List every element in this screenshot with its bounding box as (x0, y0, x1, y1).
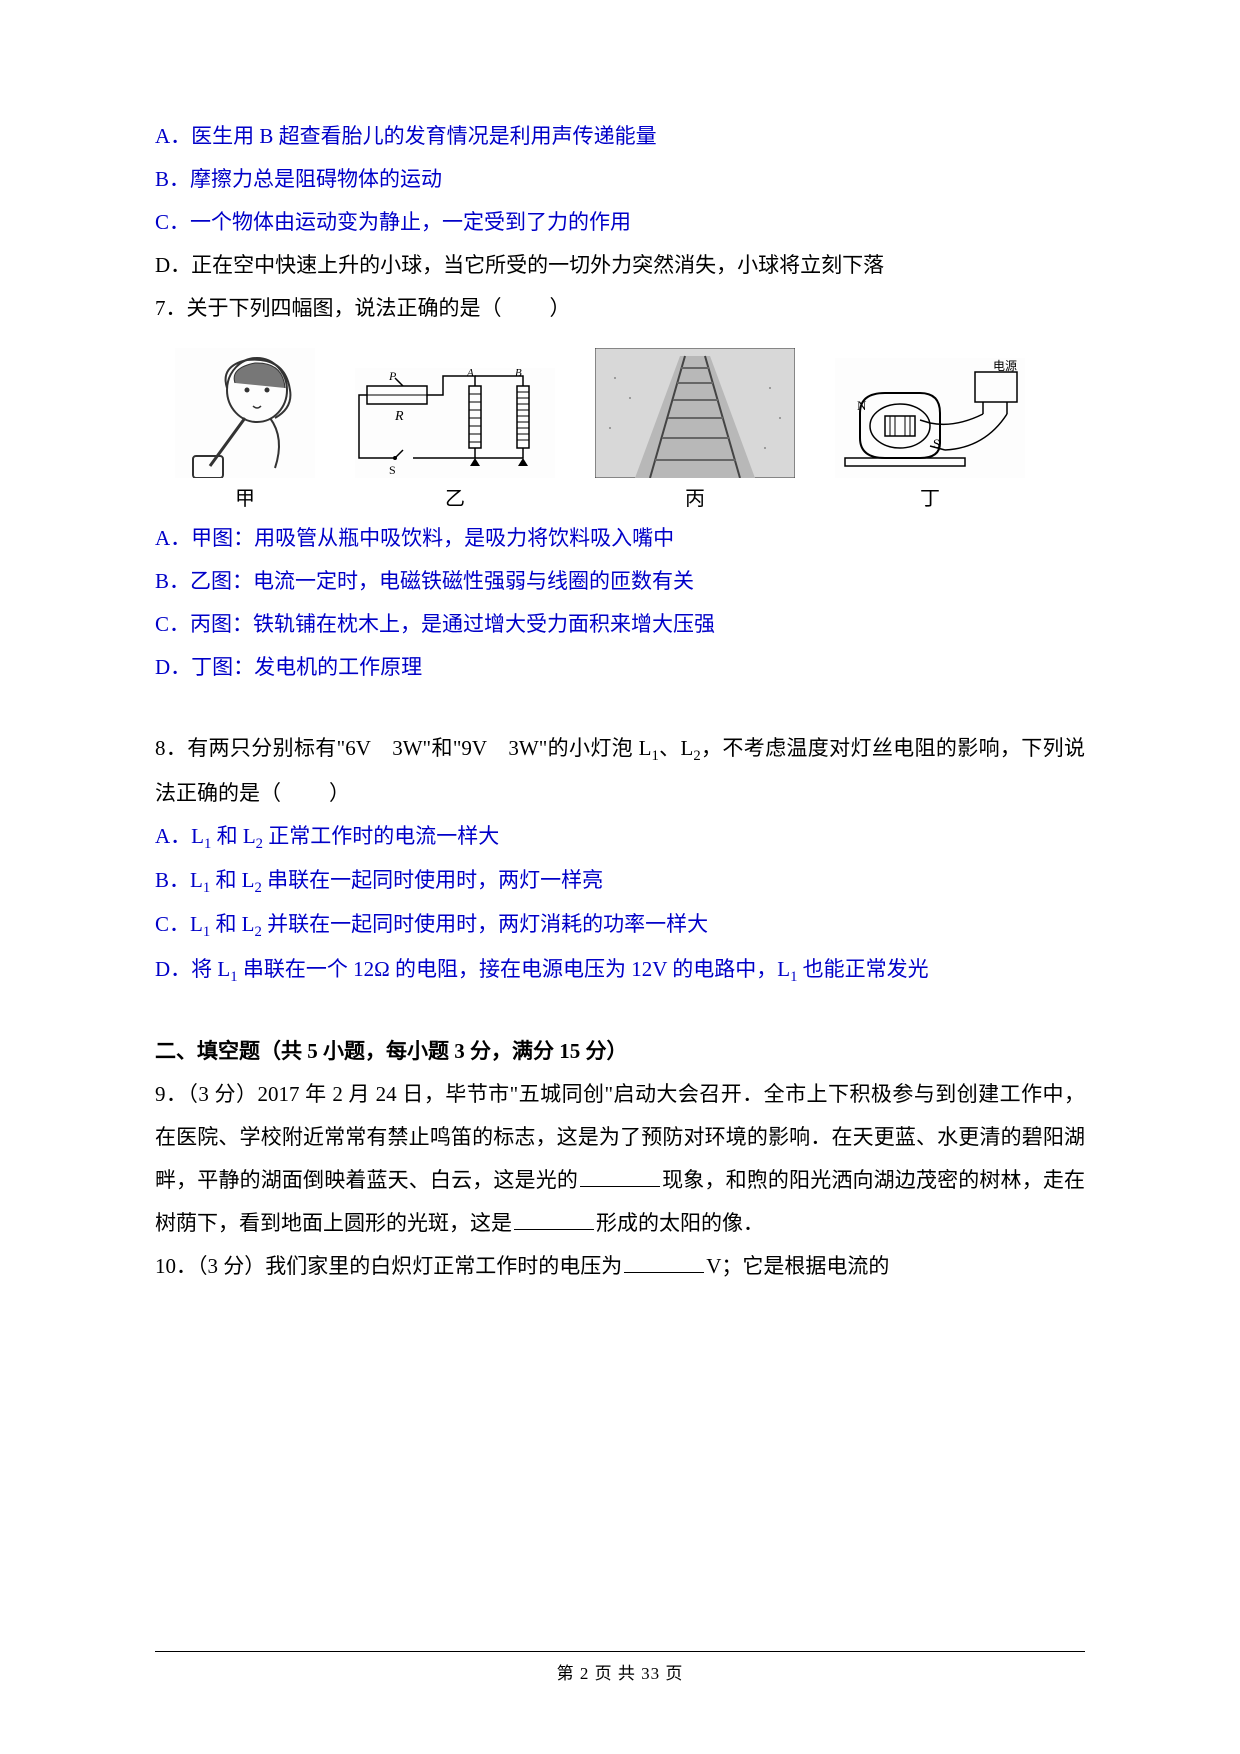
q7-figures-row: 甲 P R S A (175, 348, 1025, 511)
sub-2: 2 (693, 749, 700, 765)
figure-bing: 丙 (595, 348, 795, 511)
stem-text: 7．关于下列四幅图，说法正确的是（ (155, 296, 502, 320)
circuit-electromagnet-icon: P R S A (355, 368, 555, 478)
fill-blank (580, 1162, 660, 1187)
fill-blank (624, 1248, 704, 1273)
q9-text: 9．（3 分）2017 年 2 月 24 日，毕节市"五城同创"启动大会召开．全… (155, 1073, 1085, 1245)
figure-label: 乙 (445, 482, 465, 511)
opt-post: 也能正常发光 (797, 957, 928, 981)
figure-ding-image: 电源 N S (835, 358, 1025, 478)
q7-option-c: C．丙图：铁轨铺在枕木上，是通过增大受力面积来增大压强 (155, 603, 1085, 646)
figure-label: 甲 (235, 482, 255, 511)
opt-pre: A．L (155, 824, 204, 848)
option-text: D．丁图：发电机的工作原理 (155, 655, 422, 679)
sub-2: 2 (255, 925, 262, 941)
option-text: C．一个物体由运动变为静止，一定受到了力的作用 (155, 210, 631, 234)
svg-text:N: N (857, 398, 867, 413)
q7-stem: 7．关于下列四幅图，说法正确的是（ ） (155, 287, 1085, 330)
stem-close: ） (550, 296, 571, 320)
opt-post: 串联在一起同时使用时，两灯一样亮 (262, 868, 603, 892)
option-text: C．丙图：铁轨铺在枕木上，是通过增大受力面积来增大压强 (155, 612, 715, 636)
spacer (155, 689, 1085, 727)
q8-option-b: B．L1 和 L2 串联在一起同时使用时，两灯一样亮 (155, 859, 1085, 903)
svg-text:S: S (933, 436, 940, 451)
figure-yi-image: P R S A (355, 368, 555, 478)
q7-option-b: B．乙图：电流一定时，电磁铁磁性强弱与线圈的匝数有关 (155, 560, 1085, 603)
q6-option-c: C．一个物体由运动变为静止，一定受到了力的作用 (155, 201, 1085, 244)
opt-post: 并联在一起同时使用时，两灯消耗的功率一样大 (262, 912, 708, 936)
q10-part-1: 10．（3 分）我们家里的白炽灯正常工作时的电压为 (155, 1254, 622, 1278)
sub-1: 1 (230, 969, 237, 985)
option-text: D．正在空中快速上升的小球，当它所受的一切外力突然消失，小球将立刻下落 (155, 253, 884, 277)
q8-option-a: A．L1 和 L2 正常工作时的电流一样大 (155, 815, 1085, 859)
figure-jia-image (175, 348, 315, 478)
opt-mid: 串联在一个 12Ω 的电阻，接在电源电压为 12V 的电路中，L (238, 957, 790, 981)
q10-text: 10．（3 分）我们家里的白炽灯正常工作时的电压为 V；它是根据电流的 (155, 1245, 1085, 1288)
q7-option-d: D．丁图：发电机的工作原理 (155, 646, 1085, 689)
q6-option-b: B．摩擦力总是阻碍物体的运动 (155, 158, 1085, 201)
footer-divider (155, 1651, 1085, 1652)
q6-option-a: A．医生用 B 超查看胎儿的发育情况是利用声传递能量 (155, 115, 1085, 158)
svg-text:R: R (394, 409, 404, 424)
page-content: A．医生用 B 超查看胎儿的发育情况是利用声传递能量 B．摩擦力总是阻碍物体的运… (0, 0, 1240, 1368)
figure-yi: P R S A (355, 368, 555, 511)
q10-part-2: V；它是根据电流的 (706, 1254, 889, 1278)
opt-pre: D．将 L (155, 957, 230, 981)
option-text: A．医生用 B 超查看胎儿的发育情况是利用声传递能量 (155, 124, 657, 148)
sub-1: 1 (651, 749, 658, 765)
svg-text:B: B (515, 368, 522, 379)
opt-mid: 和 L (210, 868, 254, 892)
figure-ding: 电源 N S (835, 358, 1025, 511)
opt-mid: 和 L (211, 824, 255, 848)
q9-part-3: 形成的太阳的像． (596, 1211, 764, 1235)
stem-part-1: 8．有两只分别标有"6V 3W"和"9V 3W"的小灯泡 L (155, 736, 651, 760)
option-text: B．摩擦力总是阻碍物体的运动 (155, 167, 442, 191)
sub-2: 2 (255, 880, 262, 896)
railroad-icon (595, 348, 795, 478)
q8-option-d: D．将 L1 串联在一个 12Ω 的电阻，接在电源电压为 12V 的电路中，L1… (155, 948, 1085, 992)
svg-text:P: P (388, 369, 397, 383)
option-text: B．乙图：电流一定时，电磁铁磁性强弱与线圈的匝数有关 (155, 569, 694, 593)
figure-label: 丙 (685, 482, 705, 511)
svg-text:A: A (466, 368, 474, 379)
spacer (155, 992, 1085, 1030)
page-footer: 第 2 页 共 33 页 (0, 1659, 1240, 1684)
section-2-title: 二、填空题（共 5 小题，每小题 3 分，满分 15 分） (155, 1030, 1085, 1073)
figure-label: 丁 (920, 482, 940, 511)
q8-option-c: C．L1 和 L2 并联在一起同时使用时，两灯消耗的功率一样大 (155, 903, 1085, 947)
figure-bing-image (595, 348, 795, 478)
q7-option-a: A．甲图：用吸管从瓶中吸饮料，是吸力将饮料吸入嘴中 (155, 517, 1085, 560)
opt-post: 正常工作时的电流一样大 (263, 824, 499, 848)
opt-pre: B．L (155, 868, 203, 892)
girl-drinking-icon (175, 348, 315, 478)
figure-jia: 甲 (175, 348, 315, 511)
svg-text:S: S (389, 463, 396, 477)
q8-stem: 8．有两只分别标有"6V 3W"和"9V 3W"的小灯泡 L1、L2，不考虑温度… (155, 727, 1085, 814)
generator-icon: 电源 N S (835, 358, 1025, 478)
fill-blank (514, 1205, 594, 1230)
option-text: A．甲图：用吸管从瓶中吸饮料，是吸力将饮料吸入嘴中 (155, 526, 674, 550)
opt-pre: C．L (155, 912, 203, 936)
q6-option-d: D．正在空中快速上升的小球，当它所受的一切外力突然消失，小球将立刻下落 (155, 244, 1085, 287)
stem-part-2: 、L (659, 736, 694, 760)
svg-text:电源: 电源 (993, 359, 1017, 373)
stem-close: ） (329, 781, 350, 805)
opt-mid: 和 L (210, 912, 254, 936)
sub-2: 2 (256, 836, 263, 852)
